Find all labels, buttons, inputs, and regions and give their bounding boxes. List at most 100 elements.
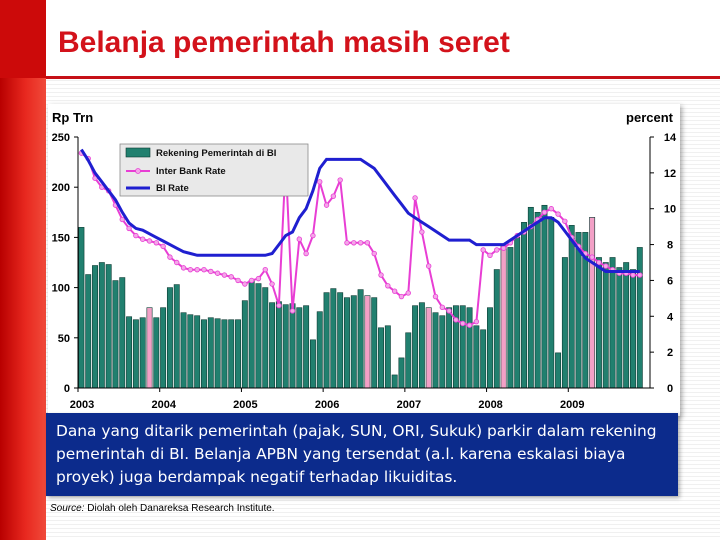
interbank-rate-point (637, 272, 643, 278)
bar (589, 217, 596, 389)
interbank-rate-point (303, 250, 309, 257)
interbank-rate-point (371, 250, 377, 257)
interbank-rate-point (541, 209, 548, 215)
bar (500, 245, 507, 389)
interbank-rate-point (187, 266, 194, 273)
interbank-rate-point (419, 229, 425, 235)
interbank-rate-point (555, 211, 561, 217)
bar (412, 305, 419, 389)
chart: Rp Trn percent 0 50 100 150 200 250 0 2 4 6 8 10 12 1… (48, 104, 680, 416)
bar (473, 325, 480, 389)
right-tick-label: 2 (667, 347, 673, 359)
bar (609, 257, 616, 389)
right-axis-label: percent (626, 110, 674, 125)
bar (521, 222, 527, 389)
bar (364, 295, 371, 389)
interbank-rate-point (357, 240, 364, 246)
bar (132, 319, 139, 389)
right-tick-label: 0 (667, 383, 673, 395)
bar (568, 225, 575, 389)
bar (85, 274, 92, 389)
right-tick-label: 12 (664, 168, 676, 180)
interbank-rate-point (412, 195, 418, 201)
bar (636, 247, 643, 389)
bar (119, 277, 126, 389)
interbank-rate-point (494, 247, 500, 253)
bar (384, 325, 391, 389)
x-tick-label: 2009 (560, 399, 584, 411)
bar (289, 303, 296, 389)
left-tick-label: 50 (58, 333, 70, 345)
interbank-rate-point (385, 283, 391, 289)
x-tick-label: 2005 (233, 399, 257, 411)
bar (126, 316, 133, 389)
bar (561, 257, 568, 389)
interbank-rate-point (323, 202, 330, 208)
bar (330, 288, 337, 389)
interbank-rate-point (337, 177, 343, 183)
bar (350, 295, 357, 389)
legend-label: Rekening Pemerintah di BI (156, 148, 276, 159)
bar (194, 315, 201, 389)
interbank-rate-point (473, 318, 480, 325)
interbank-rate-point (235, 277, 241, 284)
source-label: Source: (50, 503, 85, 514)
interbank-rate-point (453, 317, 459, 323)
interbank-rate-point (269, 281, 275, 287)
interbank-rate-point (425, 263, 432, 269)
bar (323, 292, 330, 389)
interbank-rate-point (194, 266, 200, 273)
bar (146, 307, 153, 389)
line-series (78, 148, 643, 328)
interbank-rate-point (242, 281, 248, 287)
bar (98, 262, 105, 389)
left-accent-bar (0, 0, 46, 540)
interbank-rate-point (126, 225, 132, 232)
bar (235, 319, 241, 389)
interbank-rate-point (167, 254, 173, 260)
bar (344, 297, 350, 389)
bar (378, 327, 384, 389)
bar (480, 329, 487, 389)
interbank-rate-point (276, 302, 282, 309)
interbank-rate-point (201, 266, 207, 273)
bar (405, 332, 412, 389)
interbank-rate-point (289, 308, 296, 314)
bar (439, 315, 446, 389)
title-divider (46, 76, 720, 79)
bar (527, 206, 534, 389)
bar (255, 283, 262, 389)
bar (105, 264, 112, 389)
interbank-rate-point (255, 275, 262, 282)
legend-label: Inter Bank Rate (156, 166, 226, 177)
interbank-rate-point (262, 266, 268, 273)
left-tick-label: 150 (52, 232, 70, 244)
interbank-rate-point (391, 288, 398, 294)
interbank-rate-point (344, 240, 350, 246)
legend-swatch-interbank-marker (135, 168, 141, 174)
interbank-rate-point (480, 247, 486, 253)
right-tick-label: 4 (667, 311, 674, 323)
interbank-rate-point (562, 218, 568, 224)
bar (248, 280, 255, 389)
interbank-rate-point (603, 263, 609, 269)
interbank-rate-point (460, 320, 466, 327)
left-tick-label: 200 (52, 182, 70, 194)
bi-rate-line (80, 148, 640, 273)
bar (541, 204, 548, 389)
bar (507, 247, 514, 389)
bar (303, 305, 310, 389)
interbank-rate-point (146, 238, 153, 244)
bar (466, 307, 473, 389)
x-tick-label: 2007 (397, 399, 421, 411)
bar (630, 269, 636, 389)
interbank-rate-point (228, 274, 234, 280)
bar (534, 212, 541, 389)
x-tick-label: 2006 (315, 399, 339, 411)
legend-label: BI Rate (156, 183, 189, 194)
bar (153, 317, 160, 389)
bar (78, 227, 85, 389)
bar (296, 307, 303, 389)
interbank-rate-point (153, 240, 160, 246)
left-accent-block (0, 0, 46, 78)
